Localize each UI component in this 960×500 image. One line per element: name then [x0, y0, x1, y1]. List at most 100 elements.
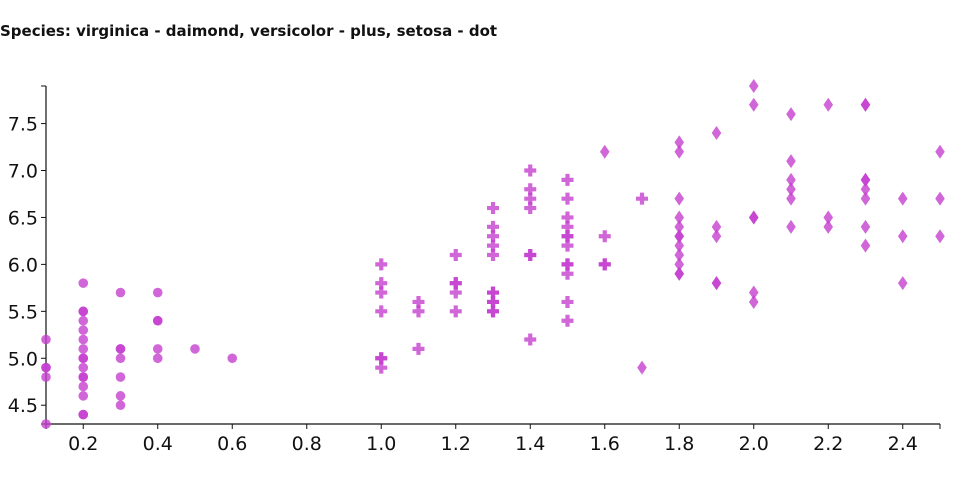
- data-point-versicolor: [561, 220, 574, 233]
- data-point-versicolor: [561, 258, 574, 271]
- data-point-virginica: [823, 97, 834, 112]
- data-point-versicolor: [375, 277, 388, 290]
- y-tick-label: 5.0: [8, 348, 38, 370]
- data-point-versicolor: [375, 361, 388, 374]
- data-point-setosa: [78, 315, 89, 326]
- data-point-virginica: [897, 191, 908, 206]
- data-point-setosa: [78, 409, 89, 420]
- data-point-virginica: [786, 107, 796, 122]
- y-tick-label: 5.5: [8, 301, 38, 323]
- data-point-virginica: [711, 219, 722, 234]
- data-point-virginica: [711, 229, 722, 244]
- data-point-versicolor: [561, 192, 574, 205]
- data-point-versicolor: [487, 286, 499, 299]
- data-point-versicolor: [524, 183, 537, 196]
- x-tick-label: 0.2: [68, 433, 98, 455]
- data-point-versicolor: [487, 230, 499, 243]
- data-point-setosa: [190, 344, 200, 354]
- data-point-setosa: [41, 362, 51, 373]
- data-point-virginica: [935, 191, 945, 206]
- data-point-virginica: [748, 79, 759, 93]
- data-point-versicolor: [561, 295, 574, 308]
- x-tick-label: 2.0: [739, 433, 769, 455]
- data-point-setosa: [78, 372, 89, 382]
- data-point-versicolor: [636, 192, 648, 205]
- data-point-setosa: [152, 287, 163, 298]
- data-point-virginica: [897, 229, 908, 244]
- data-point-versicolor: [561, 267, 574, 280]
- data-point-virginica: [786, 154, 796, 169]
- data-point-virginica: [935, 229, 945, 244]
- data-point-virginica: [637, 360, 647, 375]
- y-tick-label: 6.5: [8, 207, 38, 229]
- data-point-virginica: [897, 276, 908, 291]
- data-point-virginica: [674, 135, 685, 150]
- data-point-setosa: [41, 419, 51, 429]
- data-point-versicolor: [449, 277, 462, 290]
- data-point-setosa: [115, 287, 126, 298]
- data-point-setosa: [78, 306, 89, 317]
- data-point-virginica: [786, 182, 796, 197]
- data-point-versicolor: [375, 258, 388, 271]
- x-tick-label: 1.4: [515, 433, 545, 455]
- x-tick-label: 0.4: [143, 433, 173, 455]
- data-point-virginica: [674, 219, 685, 234]
- data-point-versicolor: [598, 230, 611, 243]
- data-point-virginica: [786, 172, 796, 187]
- data-point-virginica: [860, 238, 871, 253]
- data-point-virginica: [674, 257, 685, 272]
- data-point-versicolor: [487, 220, 499, 233]
- x-tick-label: 1.8: [664, 433, 694, 455]
- y-tick-label: 7.5: [8, 114, 38, 136]
- data-point-versicolor: [375, 352, 388, 365]
- data-point-virginica: [674, 248, 685, 262]
- data-point-versicolor: [487, 239, 499, 252]
- y-tick-label: 4.5: [8, 395, 38, 417]
- data-point-versicolor: [524, 333, 537, 346]
- data-point-setosa: [152, 344, 163, 354]
- x-tick-label: 1.6: [590, 433, 620, 455]
- data-point-virginica: [674, 266, 685, 281]
- data-point-virginica: [674, 210, 685, 225]
- data-point-setosa: [227, 353, 238, 364]
- data-point-virginica: [860, 191, 871, 206]
- data-point-setosa: [78, 391, 89, 401]
- data-point-setosa: [152, 315, 163, 326]
- y-tick-label: 7.0: [8, 161, 38, 183]
- data-point-virginica: [674, 238, 685, 253]
- x-tick-label: 0.8: [292, 433, 322, 455]
- data-point-versicolor: [487, 295, 499, 308]
- x-tick-label: 2.2: [813, 433, 843, 455]
- data-point-versicolor: [487, 202, 499, 215]
- data-point-setosa: [115, 372, 126, 382]
- data-point-virginica: [823, 210, 834, 225]
- data-point-virginica: [674, 229, 685, 244]
- data-point-setosa: [78, 362, 89, 373]
- data-point-virginica: [748, 97, 759, 112]
- data-point-versicolor: [561, 230, 574, 243]
- data-point-versicolor: [561, 173, 574, 186]
- data-point-setosa: [78, 278, 89, 288]
- data-point-virginica: [860, 172, 871, 187]
- data-point-versicolor: [449, 305, 462, 318]
- data-point-setosa: [78, 334, 89, 345]
- data-point-virginica: [860, 97, 871, 112]
- data-point-setosa: [78, 344, 89, 354]
- data-point-setosa: [152, 353, 163, 364]
- data-point-setosa: [78, 353, 89, 364]
- data-point-virginica: [823, 219, 834, 234]
- data-point-virginica: [860, 219, 871, 234]
- data-point-virginica: [786, 219, 796, 234]
- x-tick-label: 1.2: [441, 433, 471, 455]
- data-point-versicolor: [375, 305, 388, 318]
- data-point-virginica: [674, 191, 685, 206]
- data-point-versicolor: [524, 202, 537, 215]
- data-point-virginica: [748, 294, 759, 309]
- data-point-versicolor: [561, 211, 574, 224]
- data-point-versicolor: [449, 249, 462, 261]
- data-points: [41, 79, 945, 429]
- data-point-setosa: [41, 334, 51, 345]
- data-point-virginica: [599, 144, 610, 159]
- data-point-virginica: [935, 144, 945, 159]
- data-point-setosa: [115, 400, 126, 411]
